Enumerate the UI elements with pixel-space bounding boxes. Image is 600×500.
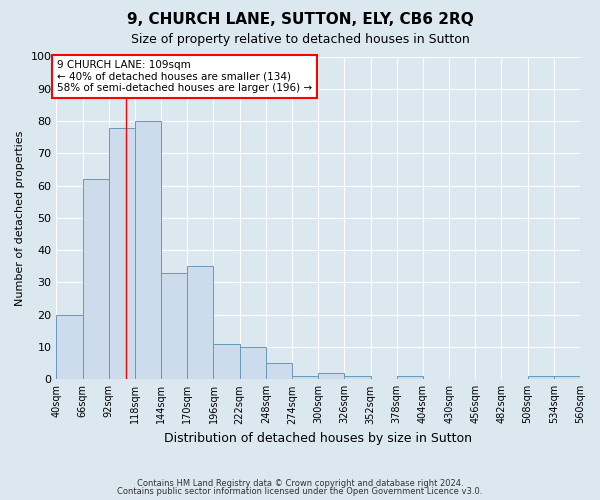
Bar — [56, 314, 83, 380]
Bar — [239, 347, 266, 380]
X-axis label: Distribution of detached houses by size in Sutton: Distribution of detached houses by size … — [164, 432, 472, 445]
Bar — [161, 273, 187, 380]
Bar — [187, 266, 214, 380]
Bar — [318, 373, 344, 380]
Bar — [135, 121, 161, 380]
Text: Contains public sector information licensed under the Open Government Licence v3: Contains public sector information licen… — [118, 487, 482, 496]
Bar — [344, 376, 371, 380]
Bar — [109, 128, 135, 380]
Bar — [397, 376, 423, 380]
Bar — [292, 376, 318, 380]
Bar — [554, 376, 580, 380]
Bar — [83, 179, 109, 380]
Text: Contains HM Land Registry data © Crown copyright and database right 2024.: Contains HM Land Registry data © Crown c… — [137, 478, 463, 488]
Text: 9, CHURCH LANE, SUTTON, ELY, CB6 2RQ: 9, CHURCH LANE, SUTTON, ELY, CB6 2RQ — [127, 12, 473, 28]
Bar — [527, 376, 554, 380]
Text: Size of property relative to detached houses in Sutton: Size of property relative to detached ho… — [131, 32, 469, 46]
Bar — [266, 363, 292, 380]
Text: 9 CHURCH LANE: 109sqm
← 40% of detached houses are smaller (134)
58% of semi-det: 9 CHURCH LANE: 109sqm ← 40% of detached … — [57, 60, 312, 93]
Y-axis label: Number of detached properties: Number of detached properties — [15, 130, 25, 306]
Bar — [214, 344, 239, 380]
